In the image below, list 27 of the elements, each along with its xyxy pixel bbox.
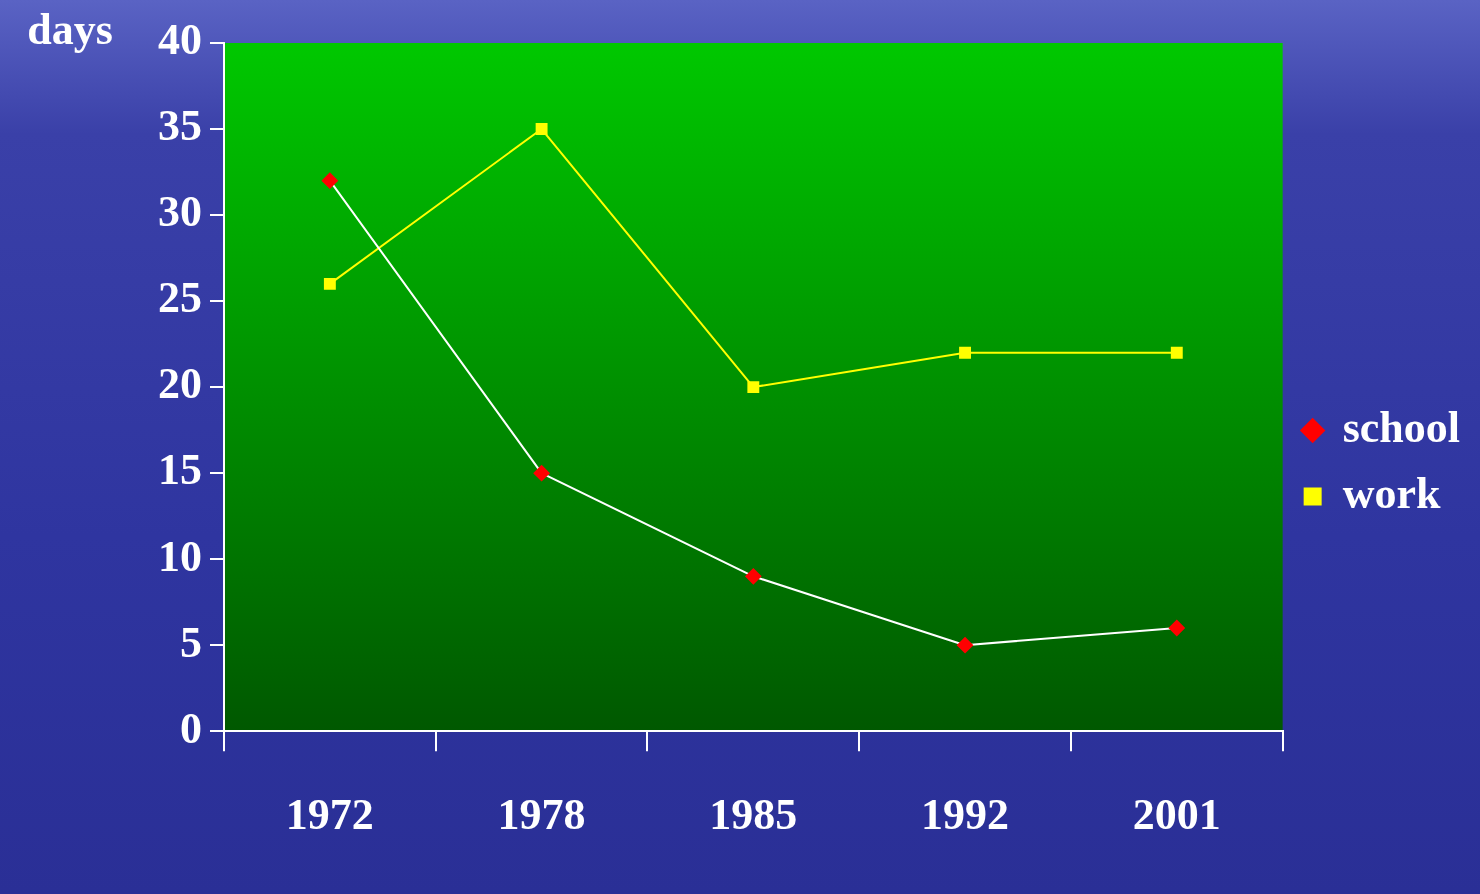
point — [1168, 619, 1185, 636]
y-tick-label: 25 — [158, 273, 202, 323]
x-tick-label: 1985 — [709, 789, 798, 839]
point — [535, 123, 548, 135]
y-tick-label: 40 — [158, 15, 202, 65]
point — [745, 568, 762, 585]
y-axis-title: days — [27, 5, 113, 55]
x-tick-label: 1992 — [921, 789, 1010, 839]
y-tick-label: 5 — [180, 617, 202, 667]
point — [1170, 346, 1183, 359]
y-tick-label: 35 — [158, 101, 202, 151]
legend-label: work — [1342, 468, 1441, 518]
point — [747, 381, 760, 394]
y-tick-label: 10 — [158, 531, 202, 581]
point — [323, 277, 336, 290]
point — [533, 465, 550, 482]
y-tick-label: 15 — [158, 445, 202, 495]
point — [957, 637, 974, 654]
y-tick-label: 20 — [158, 359, 202, 409]
point — [959, 346, 972, 359]
x-tick-label: 2001 — [1132, 789, 1221, 839]
y-tick-label: 30 — [158, 187, 202, 237]
x-tick-label: 1978 — [497, 789, 586, 839]
x-tick-label: 1972 — [285, 789, 374, 839]
legend-label: school — [1342, 402, 1461, 452]
y-tick-label: 0 — [180, 703, 202, 753]
point — [321, 172, 338, 189]
